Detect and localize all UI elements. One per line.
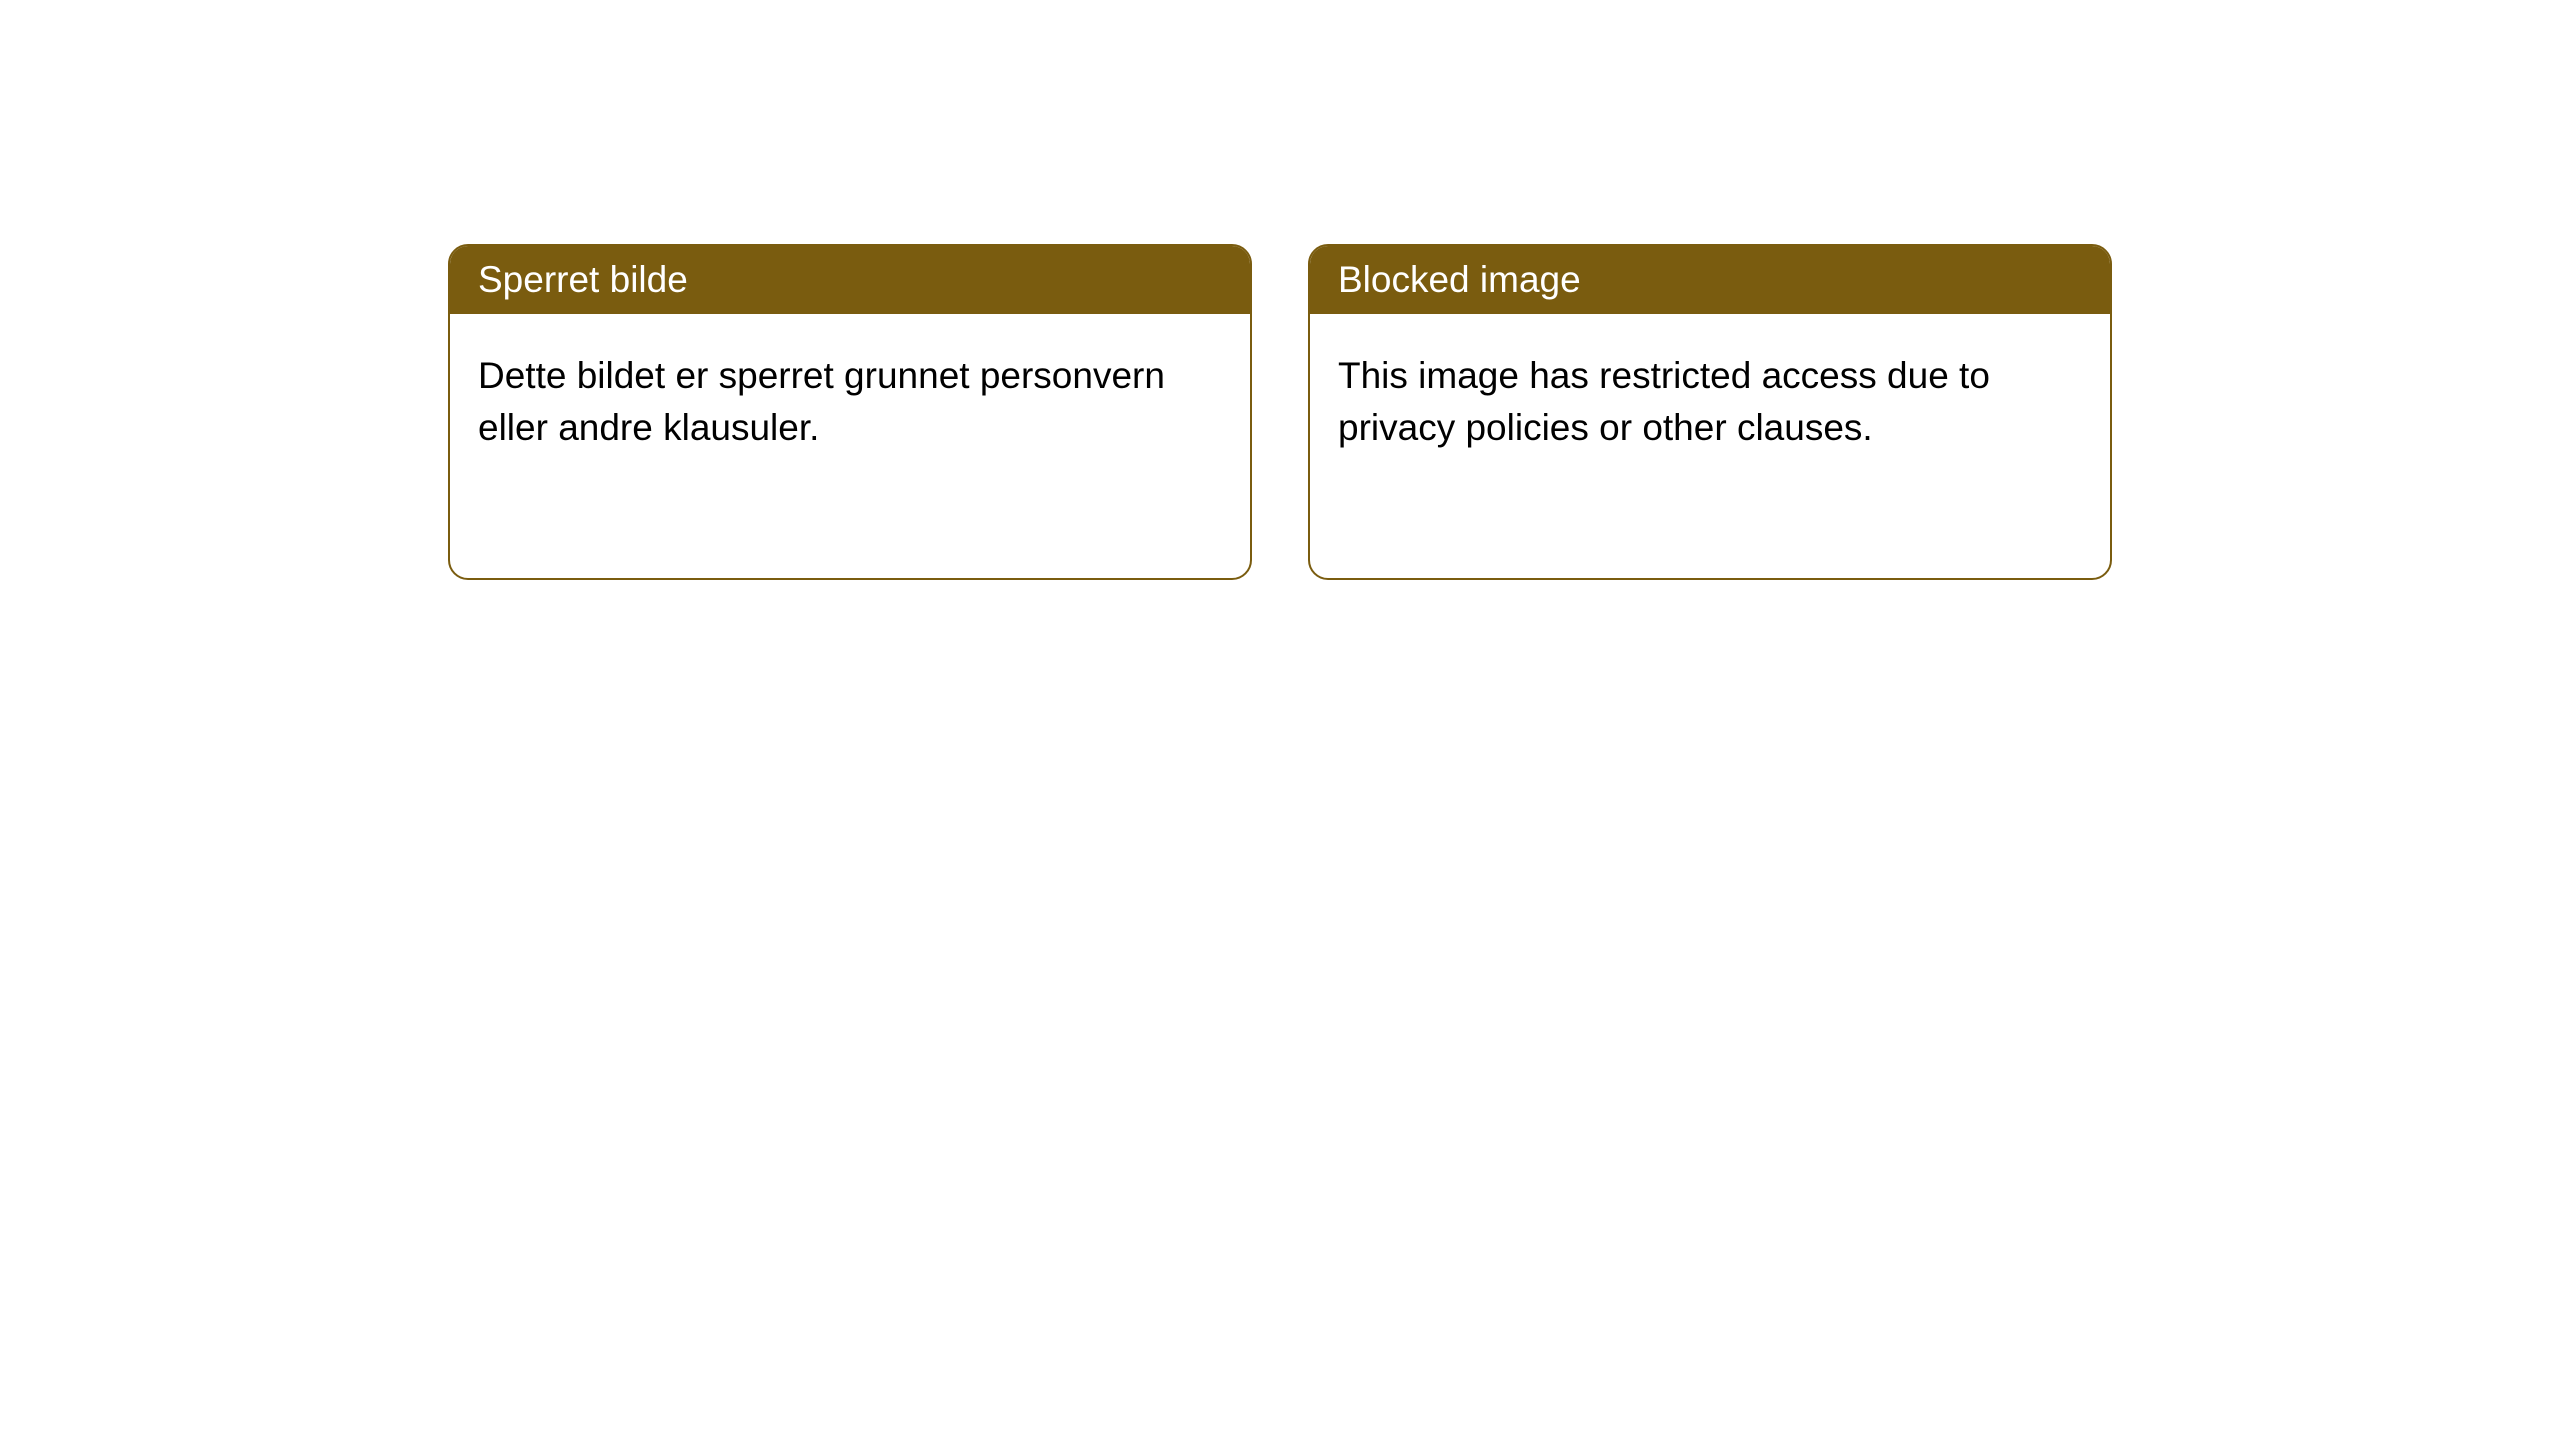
card-header: Blocked image [1310, 246, 2110, 314]
card-body: Dette bildet er sperret grunnet personve… [450, 314, 1250, 490]
card-title: Sperret bilde [478, 259, 688, 300]
card-title: Blocked image [1338, 259, 1581, 300]
blocked-image-card-norwegian: Sperret bilde Dette bildet er sperret gr… [448, 244, 1252, 580]
notice-container: Sperret bilde Dette bildet er sperret gr… [0, 0, 2560, 580]
card-header: Sperret bilde [450, 246, 1250, 314]
card-body-text: This image has restricted access due to … [1338, 355, 1990, 448]
blocked-image-card-english: Blocked image This image has restricted … [1308, 244, 2112, 580]
card-body-text: Dette bildet er sperret grunnet personve… [478, 355, 1165, 448]
card-body: This image has restricted access due to … [1310, 314, 2110, 490]
